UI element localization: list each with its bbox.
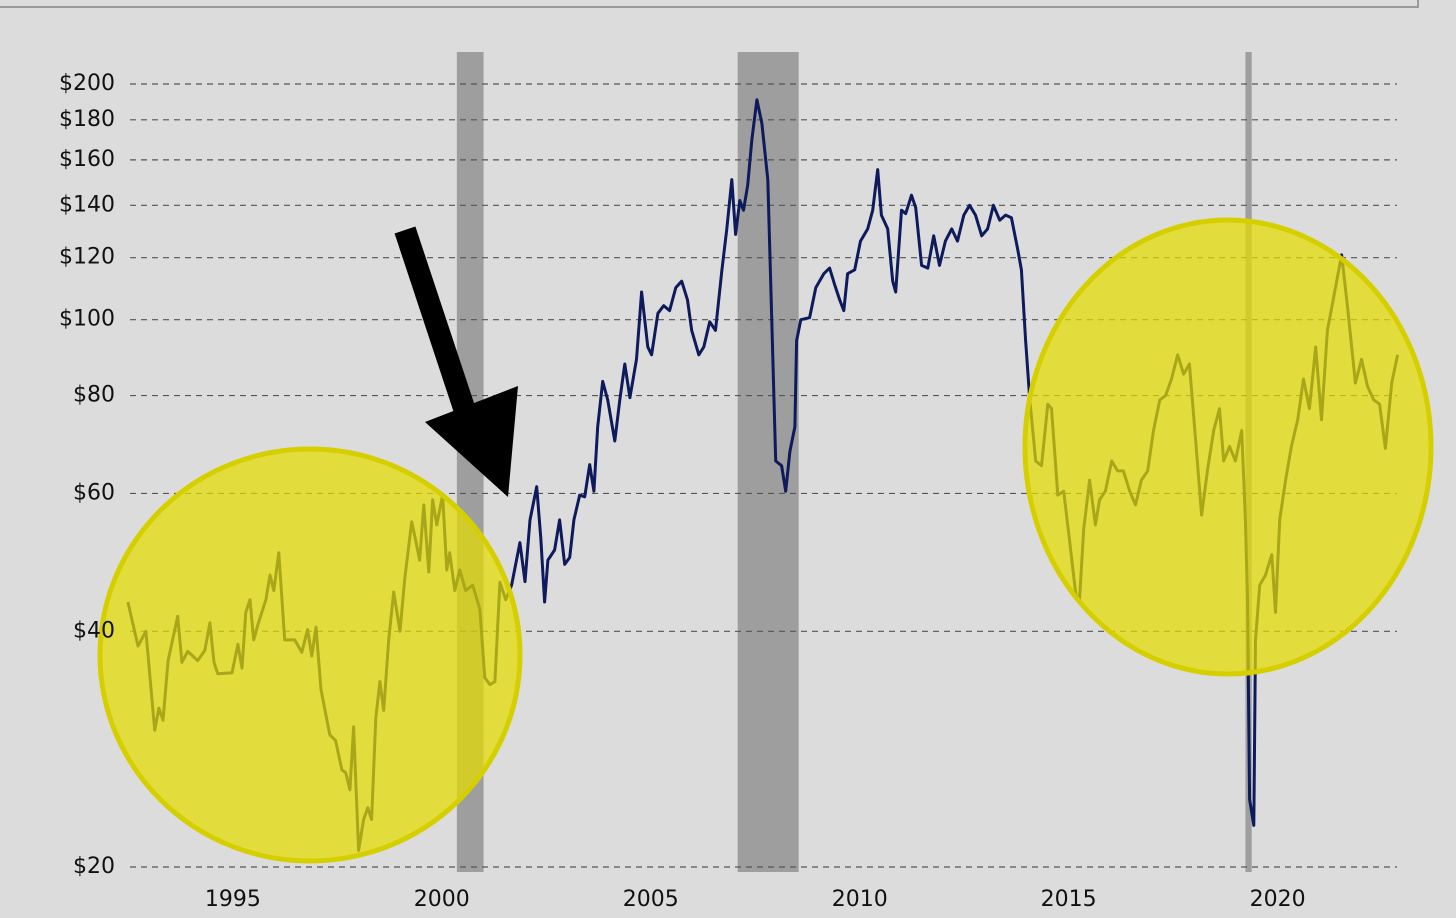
x-tick-label: 1995 [205,887,261,912]
y-tick-label: $160 [59,147,115,172]
y-tick-label: $40 [73,618,115,643]
x-tick-label: 2005 [623,887,679,912]
y-tick-label: $120 [59,245,115,270]
x-tick-label: 2000 [414,887,470,912]
y-tick-label: $140 [59,192,115,217]
x-tick-label: 2010 [832,887,888,912]
x-tick-label: 2020 [1250,887,1306,912]
y-tick-label: $60 [73,480,115,505]
y-tick-label: $180 [59,107,115,132]
x-tick-label: 2015 [1041,887,1097,912]
arrow-shaft [394,226,477,419]
y-tick-label: $20 [73,854,115,879]
y-tick-label: $80 [73,383,115,408]
frame-edge [0,0,1419,8]
highlight-circle [1022,217,1434,677]
highlight-circle [97,446,523,864]
annotations [97,217,1434,864]
y-tick-label: $200 [59,71,115,96]
y-tick-label: $100 [59,307,115,332]
arrow-head [425,386,518,497]
